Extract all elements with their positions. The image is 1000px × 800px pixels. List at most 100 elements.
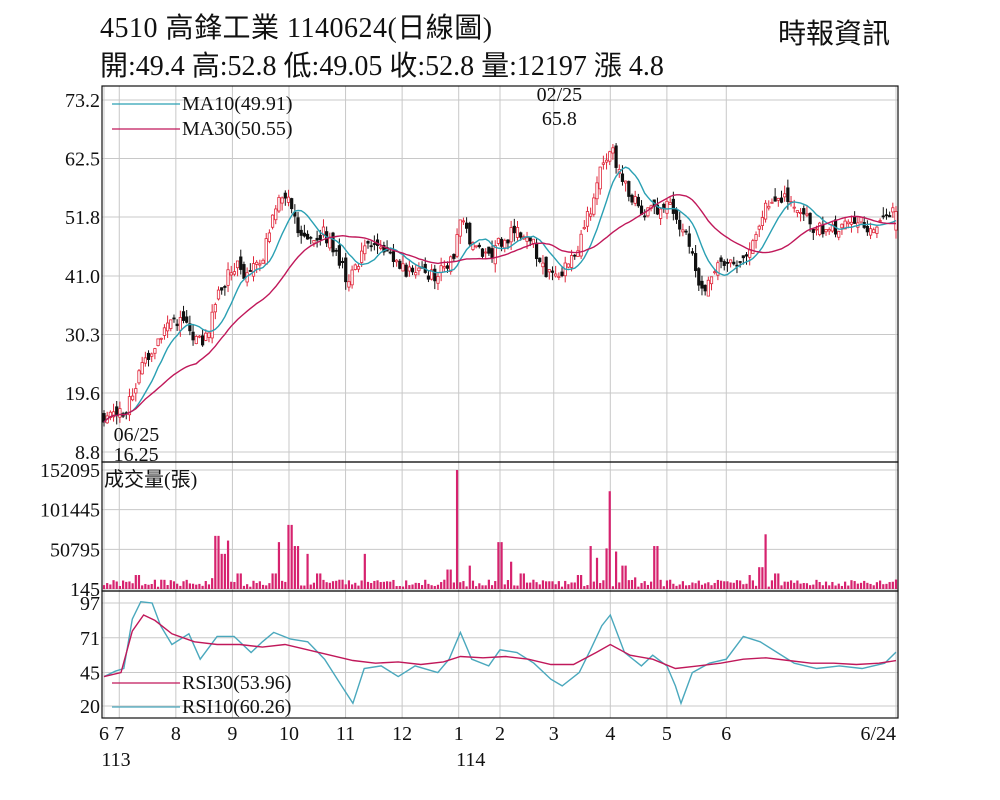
candle-body bbox=[655, 204, 660, 215]
volume-bar bbox=[214, 535, 217, 589]
candle-body bbox=[576, 250, 580, 257]
candle-body bbox=[178, 317, 182, 331]
volume-bar bbox=[764, 534, 767, 589]
volume-bar bbox=[185, 579, 188, 589]
volume-bar bbox=[503, 584, 506, 589]
volume-bar bbox=[885, 583, 888, 589]
volume-bar bbox=[331, 581, 335, 589]
volume-bar bbox=[614, 551, 618, 589]
candle-body bbox=[579, 233, 583, 257]
volume-bar bbox=[783, 581, 786, 589]
volume-tick-label: 152095 bbox=[40, 460, 100, 482]
volume-bar bbox=[637, 586, 640, 589]
candle-body bbox=[229, 272, 233, 276]
volume-bar bbox=[153, 579, 156, 589]
volume-bar bbox=[150, 584, 153, 589]
volume-bar bbox=[595, 557, 599, 589]
candle-body bbox=[207, 332, 211, 338]
candle-body bbox=[732, 261, 736, 265]
candle-body bbox=[201, 335, 205, 346]
candle-body bbox=[525, 237, 529, 242]
volume-bar bbox=[831, 581, 834, 589]
volume-bar bbox=[373, 580, 376, 589]
month-tick-label: 8 bbox=[171, 723, 181, 745]
candle-body bbox=[697, 268, 701, 286]
trough-date-label: 06/25 bbox=[114, 424, 160, 446]
candle-body bbox=[426, 275, 431, 280]
candle-body bbox=[884, 214, 889, 217]
volume-bar bbox=[102, 585, 106, 589]
volume-bar bbox=[128, 581, 131, 589]
volume-bar bbox=[497, 542, 500, 589]
volume-bar bbox=[602, 580, 605, 589]
candle-body bbox=[506, 239, 510, 244]
candle-body bbox=[709, 276, 714, 285]
candle-body bbox=[410, 267, 415, 273]
candle-body bbox=[430, 269, 434, 280]
volume-bar bbox=[824, 581, 828, 589]
candle-body bbox=[261, 259, 265, 264]
candle-body bbox=[541, 262, 545, 268]
month-tick-label: 4 bbox=[605, 723, 615, 745]
candle-body bbox=[798, 212, 803, 214]
volume-bar bbox=[640, 583, 643, 589]
candle-body bbox=[455, 234, 459, 257]
ma30-line bbox=[103, 194, 896, 423]
volume-bar bbox=[417, 583, 420, 589]
candle-body bbox=[700, 280, 704, 289]
price-tick-label: 51.8 bbox=[65, 207, 100, 229]
candle-body bbox=[589, 213, 593, 217]
volume-bar bbox=[545, 581, 548, 589]
candle-body bbox=[407, 266, 411, 272]
volume-bar bbox=[618, 582, 621, 589]
volume-bar bbox=[296, 546, 300, 589]
volume-bar bbox=[809, 585, 812, 589]
candle-body bbox=[369, 245, 373, 248]
candle-body bbox=[767, 205, 771, 209]
candle-body bbox=[611, 147, 615, 154]
candle-body bbox=[436, 276, 440, 284]
candle-body bbox=[331, 232, 335, 253]
volume-bar bbox=[195, 584, 198, 589]
volume-tick-label: 145 bbox=[70, 579, 100, 601]
volume-bar bbox=[573, 582, 576, 589]
candle-body bbox=[395, 259, 399, 263]
volume-bar bbox=[115, 581, 118, 589]
rsi10-line bbox=[103, 600, 897, 706]
candle-body bbox=[264, 238, 268, 265]
candle-body bbox=[140, 362, 144, 375]
volume-bar bbox=[293, 546, 296, 589]
candle-body bbox=[598, 166, 602, 190]
volume-bar bbox=[430, 585, 433, 589]
volume-bar bbox=[207, 584, 211, 589]
candle-body bbox=[388, 251, 392, 254]
volume-bar bbox=[440, 582, 443, 589]
volume-bar bbox=[490, 585, 494, 589]
volume-bar bbox=[277, 542, 281, 589]
candle-body bbox=[503, 239, 507, 249]
volume-bar bbox=[462, 581, 465, 589]
candle-body bbox=[274, 208, 278, 221]
candle-body bbox=[172, 317, 176, 320]
volume-bar bbox=[344, 584, 347, 589]
candle-body bbox=[286, 196, 291, 203]
volume-bar bbox=[392, 579, 395, 589]
gridlines bbox=[102, 86, 898, 718]
volume-bar bbox=[681, 581, 684, 589]
candle-body bbox=[302, 232, 306, 237]
volume-bar bbox=[716, 579, 719, 589]
month-tick-label: 10 bbox=[279, 723, 299, 745]
volume-bar bbox=[389, 581, 392, 589]
candle-body bbox=[270, 214, 275, 228]
volume-tick-label: 101445 bbox=[40, 500, 100, 522]
candle-body bbox=[811, 228, 815, 233]
candle-body bbox=[391, 251, 396, 262]
volume-bar bbox=[300, 585, 303, 589]
volume-bar bbox=[751, 580, 754, 589]
volume-bar bbox=[704, 583, 707, 589]
volume-bar bbox=[265, 585, 268, 589]
candle-body bbox=[334, 249, 338, 252]
volume-bar bbox=[137, 575, 141, 589]
candle-body bbox=[601, 162, 605, 165]
peak-value-label: 65.8 bbox=[542, 108, 577, 130]
